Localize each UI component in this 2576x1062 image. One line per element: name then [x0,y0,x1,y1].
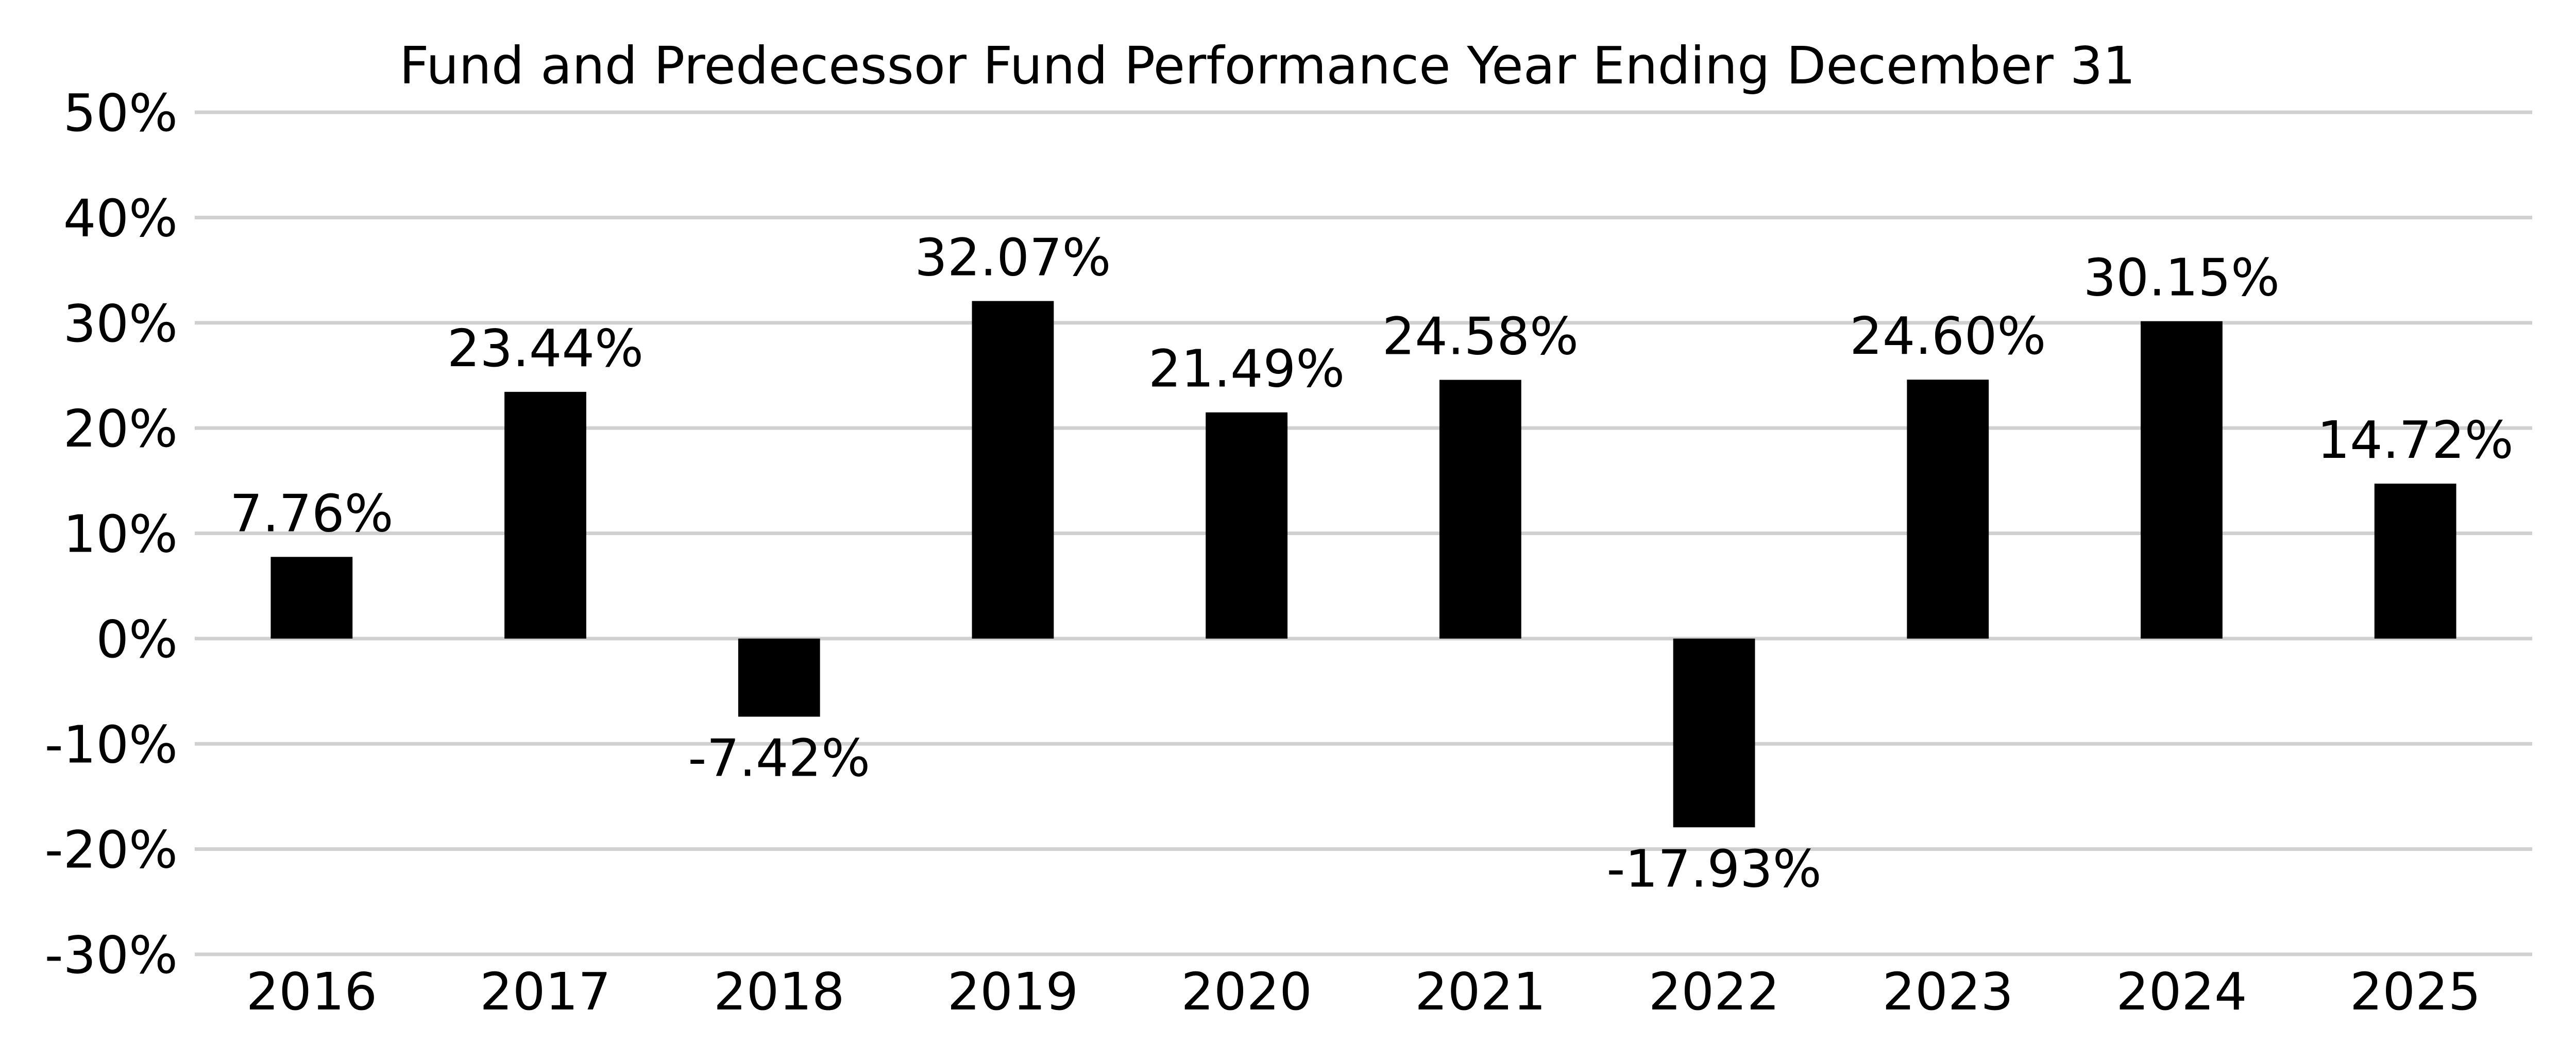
data-label-2021: 24.58% [1382,306,1579,367]
y-tick-label: 50% [63,83,178,143]
data-label-2018: -7.42% [688,728,870,789]
bar-2020 [1206,412,1288,639]
chart-title: Fund and Predecessor Fund Performance Ye… [399,36,2136,96]
data-label-2020: 21.49% [1148,339,1345,399]
x-tick-label: 2024 [2116,962,2247,1022]
bar-2017 [504,391,586,639]
bars [270,301,2456,828]
data-label-2022: -17.93% [1606,838,1821,899]
x-tick-label: 2017 [480,962,611,1022]
data-label-2023: 24.60% [1850,306,2046,366]
bar-2022 [1673,638,1755,828]
bar-2021 [1439,380,1521,639]
x-tick-label: 2019 [947,962,1079,1022]
data-label-2016: 7.76% [230,483,394,543]
y-tick-label: 20% [63,399,178,459]
y-tick-label: 0% [96,609,178,670]
y-tick-label: -10% [45,714,178,775]
x-tick-label: 2022 [1649,962,1780,1022]
data-label-2025: 14.72% [2317,410,2513,470]
x-tick-label: 2021 [1415,962,1546,1022]
x-axis-tick-labels: 2016 2017 2018 2019 2020 2021 2022 2023 2024 2025 [246,962,2481,1022]
x-tick-label: 2023 [1883,962,2014,1022]
y-axis-tick-labels: 50% 40% 30% 20% 10% 0% -10% -20% -30% [45,83,178,985]
y-tick-label: -30% [45,925,178,985]
x-tick-label: 2018 [714,962,845,1022]
x-tick-label: 2025 [2350,962,2481,1022]
data-label-2024: 30.15% [2083,248,2280,308]
bar-2025 [2374,484,2456,639]
bar-2019 [972,301,1054,639]
y-tick-label: -20% [45,820,178,880]
y-tick-label: 10% [63,504,178,564]
bar-2024 [2141,321,2223,639]
x-tick-label: 2020 [1181,962,1312,1022]
bar-2016 [270,557,353,639]
y-tick-label: 30% [63,294,178,354]
y-tick-label: 40% [63,188,178,248]
bar-2018 [738,638,820,717]
data-label-2019: 32.07% [914,227,1111,287]
data-label-2017: 23.44% [447,318,643,379]
data-labels: 7.76% 23.44% -7.42% 32.07% 21.49% 24.58% -17.9… [230,227,2514,899]
bar-2023 [1907,380,1989,639]
x-tick-label: 2016 [246,962,378,1022]
